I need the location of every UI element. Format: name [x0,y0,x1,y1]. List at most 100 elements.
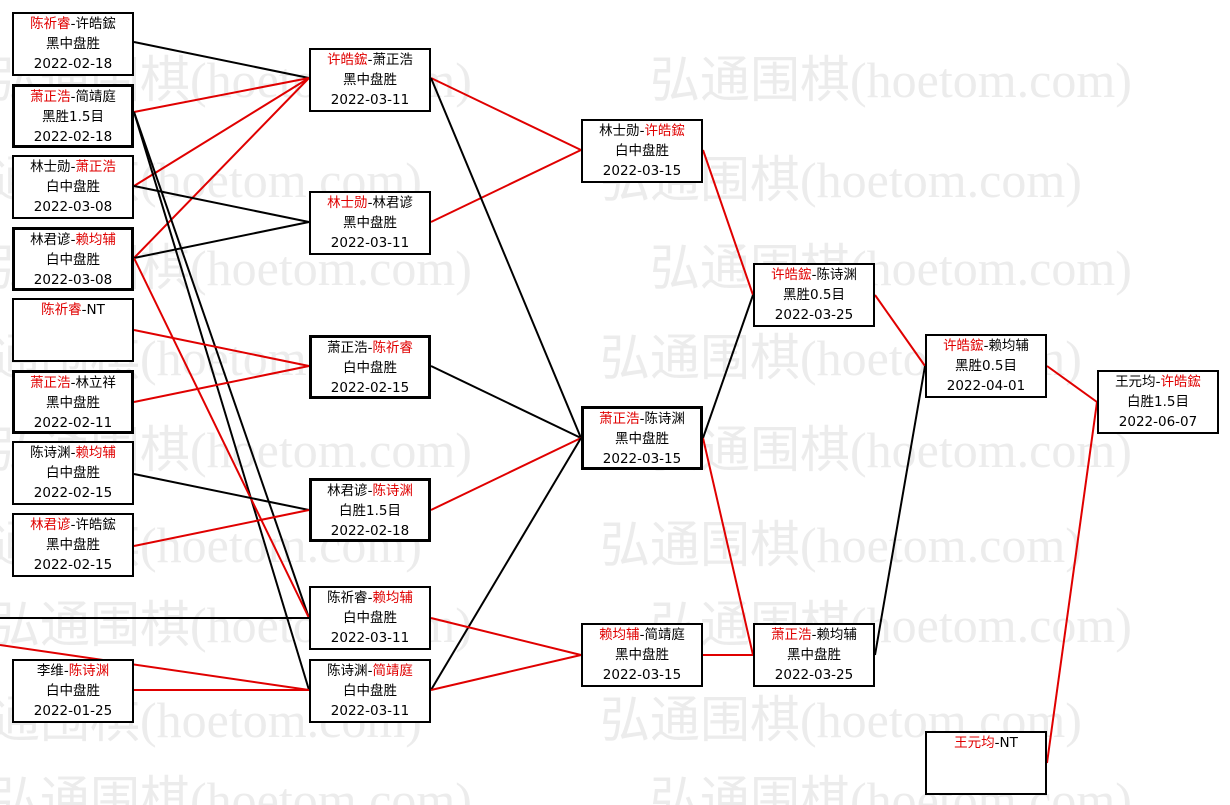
separator: - [994,735,1000,751]
separator: - [367,52,373,68]
separator: - [983,338,989,354]
players: 林君谚-许皓鋐 [14,515,132,535]
player-name: 许皓鋐 [943,338,984,354]
result: 黑中盘胜 [46,537,100,553]
players: 萧正浩-赖均辅 [755,625,873,645]
player-name: 许皓鋐 [644,123,685,139]
players: 萧正浩-陈祈睿 [312,338,428,358]
player-name: 赖均辅 [75,232,116,248]
player-name: 许皓鋐 [75,16,116,32]
match-box: 萧正浩-林立祥 黑中盘胜 2022-02-11 [12,370,134,434]
player-name: 赖均辅 [599,627,640,643]
separator: - [70,445,76,461]
result: 白中盘胜 [615,143,669,159]
separator: - [811,267,817,283]
player-name: 萧正浩 [599,411,640,427]
players: 陈诗渊-赖均辅 [14,443,132,463]
result: 黑中盘胜 [615,431,669,447]
result: 白中盘胜 [46,465,100,481]
player-name: 林士勋 [599,123,640,139]
date: 2022-02-18 [330,523,410,539]
match-box: 陈祈睿-许皓鋐 黑中盘胜 2022-02-18 [12,12,134,76]
players: 赖均辅-简靖庭 [583,625,701,645]
player-name: 赖均辅 [816,627,857,643]
result: 黑胜1.5目 [42,109,104,125]
match-box: 林君谚-许皓鋐黑中盘胜 2022-02-15 [12,513,134,577]
date: 2022-03-25 [774,307,854,323]
watermark: 弘通围棋(hoetom.com) [600,517,1082,573]
separator: - [70,517,76,533]
player-name: 萧正浩 [771,627,812,643]
separator: - [639,123,645,139]
result: 黑胜0.5目 [783,287,845,303]
player-name: 赖均辅 [75,445,116,461]
separator: - [367,663,373,679]
watermark: 弘通围棋(hoetom.com) [650,240,1132,296]
player-name: 林君谚 [372,195,413,211]
date: 2022-03-08 [33,199,113,215]
separator: - [639,411,645,427]
date: 2022-03-11 [330,703,410,719]
separator: - [1155,374,1161,390]
result: 黑胜0.5目 [955,358,1017,374]
date: 2022-02-18 [33,56,113,72]
watermark: 弘通围棋(hoetom.com) [650,772,1132,805]
separator: - [811,627,817,643]
date: 2022-04-01 [946,378,1026,394]
player-name: 简靖庭 [75,89,116,105]
players: 萧正浩-陈诗渊 [584,409,700,429]
player-name: 陈诗渊 [327,663,368,679]
player-name: 许皓鋐 [327,52,368,68]
player-name: 萧正浩 [75,159,116,175]
separator: - [63,663,69,679]
player-name: 萧正浩 [30,375,71,391]
match-box: 王元均-许皓鋐 白胜1.5目 2022-06-07 [1097,370,1219,434]
player-name: 林立祥 [75,375,116,391]
match-box: 陈诗渊-简靖庭 白中盘胜 2022-03-11 [309,659,431,723]
date: 2022-03-11 [330,235,410,251]
match-box: 林士勋-许皓鋐白中盘胜 2022-03-15 [581,119,703,183]
date: 2022-03-11 [330,92,410,108]
result: 黑中盘胜 [343,72,397,88]
match-box: 萧正浩-简靖庭 黑胜1.5目 2022-02-18 [12,84,134,148]
watermark: 弘通围棋(hoetom.com) [650,597,1132,653]
match-box: 王元均-NT [925,731,1047,795]
player-name: 林士勋 [327,195,368,211]
player-name: 陈祈睿 [372,340,413,356]
players: 林士勋-许皓鋐 [583,121,701,141]
match-box: 萧正浩-陈诗渊 黑中盘胜 2022-03-15 [581,406,703,470]
date: 2022-03-11 [330,630,410,646]
result: 黑中盘胜 [343,215,397,231]
match-box: 许皓鋐-陈诗渊 黑胜0.5目 2022-03-25 [753,263,875,327]
player-name: 林君谚 [30,517,71,533]
players: 陈祈睿-赖均辅 [311,588,429,608]
date: 2022-01-25 [33,703,113,719]
separator: - [70,89,76,105]
result: 白胜1.5目 [1127,394,1189,410]
date: 2022-03-08 [33,272,113,288]
players: 王元均-NT [927,733,1045,753]
result: 白中盘胜 [343,610,397,626]
player-name: 李维 [36,663,64,679]
match-box: 萧正浩-赖均辅 黑中盘胜 2022-03-25 [753,623,875,687]
match-box: 李维-陈诗渊 白中盘胜 2022-01-25 [12,659,134,723]
match-box: 陈祈睿-NT [12,298,134,362]
player-name: 许皓鋐 [75,517,116,533]
separator: - [70,16,76,32]
player-name: 陈诗渊 [68,663,110,679]
date: 2022-03-15 [602,163,682,179]
players: 李维-陈诗渊 [14,661,132,681]
date: 2022-02-15 [33,557,113,573]
result: 白中盘胜 [46,179,100,195]
match-box: 林士勋-林君谚 黑中盘胜 2022-03-11 [309,191,431,255]
player-name: 陈诗渊 [644,411,685,427]
separator: - [639,627,645,643]
players: 林士勋-萧正浩 [14,157,132,177]
date: 2022-06-07 [1118,414,1198,430]
players: 萧正浩-简靖庭 [15,87,131,107]
player-name: 萧正浩 [372,52,413,68]
separator: - [81,302,87,318]
player-name: 赖均辅 [988,338,1029,354]
